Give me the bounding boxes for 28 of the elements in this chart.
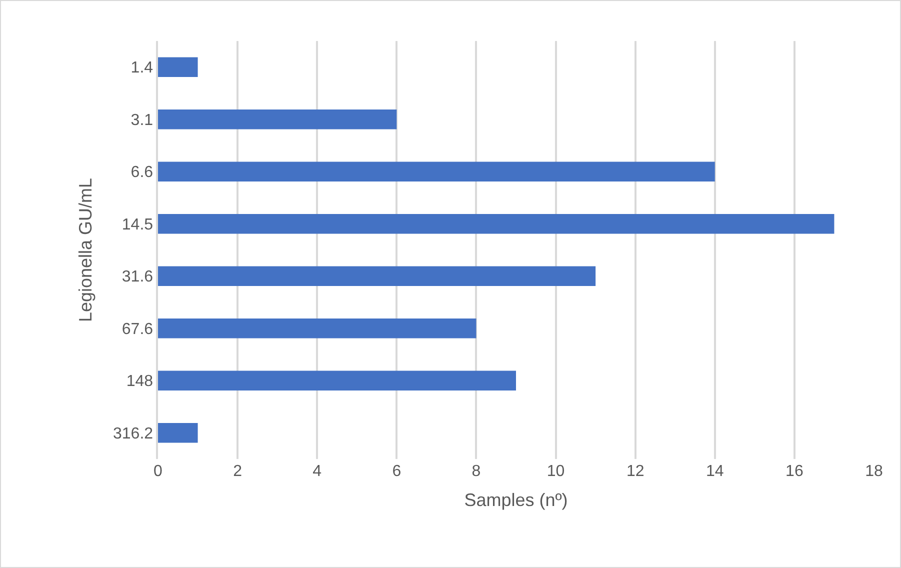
- x-tick-label: 16: [786, 463, 804, 480]
- x-tick-label: 6: [392, 463, 402, 480]
- x-tick-label: 10: [546, 463, 565, 480]
- y-tick-label: 31.6: [122, 268, 154, 286]
- x-tick-label: 14: [706, 463, 724, 480]
- bar: [158, 422, 198, 443]
- bar: [158, 266, 596, 286]
- y-tick-label: 3.1: [130, 112, 154, 129]
- y-tick-label: 1.4: [130, 60, 154, 77]
- x-axis-title: Samples (nº): [464, 490, 568, 510]
- bar: [158, 162, 715, 182]
- y-tick-label: 14.5: [122, 216, 154, 234]
- y-tick-label: 148: [126, 373, 154, 390]
- bar: [158, 57, 198, 78]
- x-tick-label: 4: [312, 463, 322, 480]
- x-tick-label: 2: [233, 463, 242, 480]
- y-tick-label: 67.6: [122, 320, 154, 338]
- bar: [158, 214, 834, 234]
- x-tick-label: 0: [154, 463, 163, 480]
- y-tick-label: 316.2: [113, 425, 154, 442]
- bar: [158, 318, 476, 338]
- x-tick-label: 18: [865, 463, 883, 480]
- y-axis-title: Legionella GU/mL: [76, 178, 96, 322]
- bar: [158, 370, 516, 391]
- y-tick-label: 6.6: [130, 164, 154, 182]
- bar: [158, 109, 397, 130]
- x-tick-label: 8: [472, 463, 481, 480]
- x-tick-label: 12: [626, 463, 644, 480]
